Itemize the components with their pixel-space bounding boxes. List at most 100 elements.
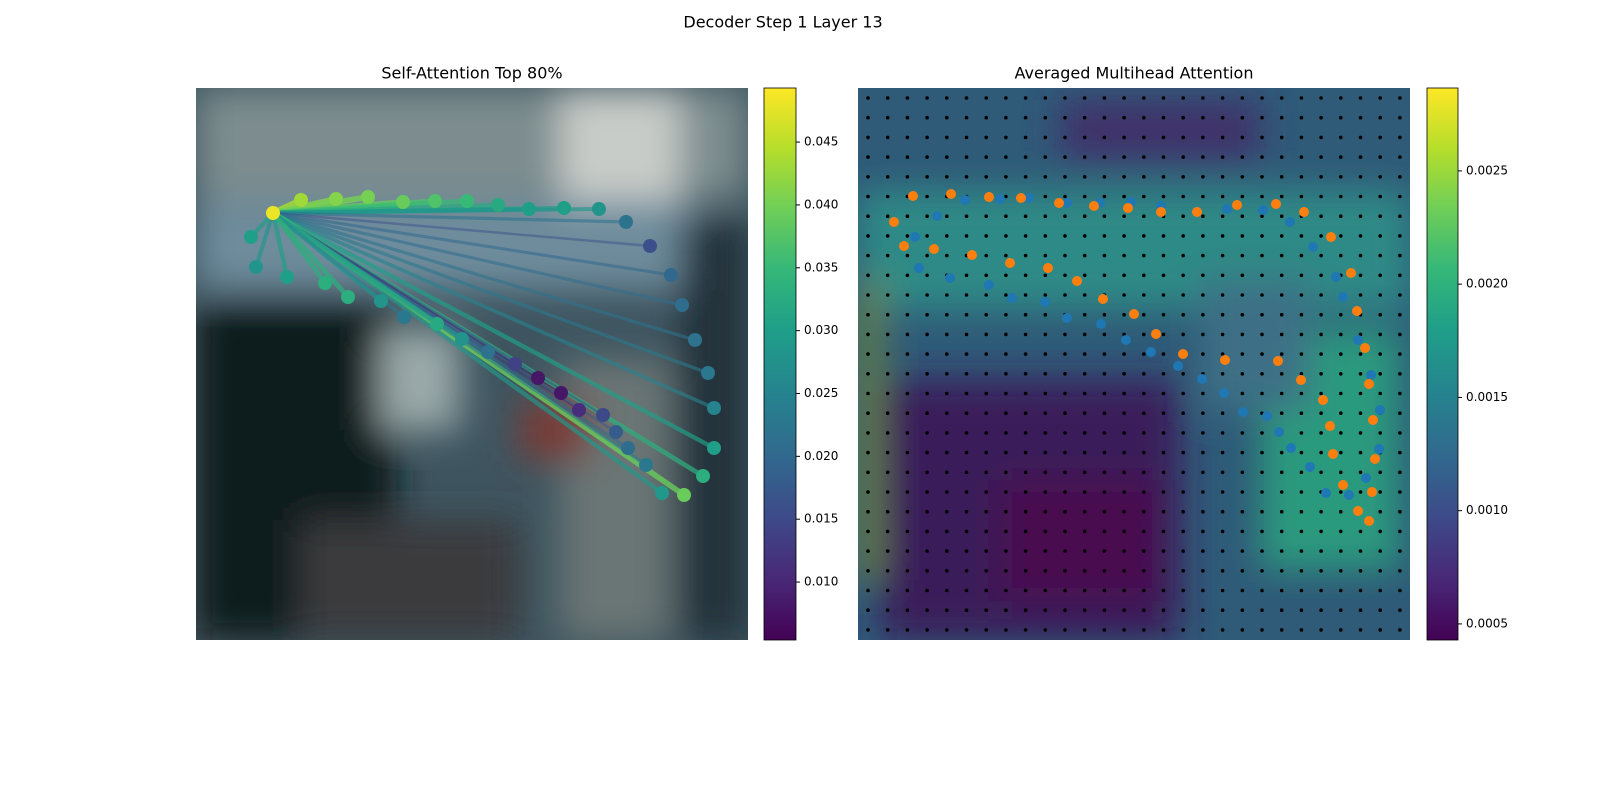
grid-dot <box>945 312 949 317</box>
grid-dot <box>1122 234 1126 238</box>
grid-dot <box>1082 569 1087 573</box>
grid-dot <box>964 214 969 218</box>
grid-dot <box>1260 470 1264 475</box>
grid-dot <box>1260 214 1264 218</box>
grid-dot <box>964 608 969 612</box>
colorbar <box>1426 87 1459 641</box>
grid-dot <box>905 332 910 337</box>
grid-dot <box>1161 96 1166 100</box>
grid-dot <box>1023 312 1028 317</box>
point <box>1146 347 1156 357</box>
grid-dot <box>1201 293 1205 297</box>
point <box>946 189 956 199</box>
grid-dot <box>1339 450 1343 455</box>
grid-dot <box>885 234 890 238</box>
grid-dot <box>1004 391 1008 396</box>
grid-dot <box>1260 391 1264 396</box>
point <box>1121 335 1131 345</box>
grid-dot <box>1398 135 1402 140</box>
point <box>995 194 1005 204</box>
grid-dot <box>1299 194 1304 199</box>
grid-dot <box>1142 273 1146 278</box>
grid-dot <box>1201 431 1205 435</box>
colorbar-tick-label: 0.035 <box>804 260 838 274</box>
point <box>1054 198 1064 208</box>
grid-dot <box>1004 293 1008 297</box>
grid-dot <box>1102 332 1107 337</box>
point <box>664 268 678 282</box>
point <box>1262 411 1272 421</box>
grid-dot <box>1339 549 1343 553</box>
grid-dot <box>1260 608 1264 612</box>
grid-dot <box>905 549 910 553</box>
grid-dot <box>1102 135 1107 140</box>
point <box>1368 415 1378 425</box>
point <box>914 263 924 273</box>
point <box>1007 293 1017 303</box>
grid-dot <box>1201 628 1205 632</box>
grid-dot <box>1161 194 1166 199</box>
grid-dot <box>1004 214 1008 218</box>
grid-dot <box>1201 588 1205 593</box>
grid-dot <box>1043 155 1048 159</box>
grid-dot <box>1023 608 1028 612</box>
grid-dot <box>905 352 910 356</box>
grid-dot <box>1240 470 1245 475</box>
grid-dot <box>1358 293 1363 297</box>
grid-dot <box>1082 194 1087 199</box>
grid-dot <box>1319 312 1323 317</box>
grid-dot <box>1260 194 1264 199</box>
grid-dot <box>1339 332 1343 337</box>
grid-dot <box>1102 608 1107 612</box>
colorbar-tick-label: 0.0025 <box>1466 163 1508 177</box>
point <box>1308 242 1318 252</box>
grid-dot <box>1358 608 1363 612</box>
point <box>929 244 939 254</box>
grid-dot <box>1102 253 1107 258</box>
grid-dot <box>1181 450 1185 455</box>
attention-line <box>271 210 705 479</box>
grid-dot <box>1279 549 1284 553</box>
grid-dot <box>925 273 929 278</box>
grid-dot <box>1043 253 1048 258</box>
grid-dot <box>1142 312 1146 317</box>
grid-dot <box>964 431 969 435</box>
grid-dot <box>1279 175 1284 179</box>
grid-dot <box>1023 588 1028 593</box>
grid-dot <box>964 155 969 159</box>
grid-dot <box>1378 253 1382 258</box>
grid-dot <box>1319 293 1323 297</box>
grid-dot <box>984 352 988 356</box>
grid-dot <box>925 214 929 218</box>
point <box>361 190 375 204</box>
grid-dot <box>1063 115 1067 120</box>
grid-dot <box>1122 450 1126 455</box>
grid-dot <box>1102 214 1107 218</box>
grid-dot <box>885 588 890 593</box>
grid-dot <box>905 470 910 475</box>
grid-dot <box>885 411 890 416</box>
panel-title: Averaged Multihead Attention <box>1015 64 1254 83</box>
grid-dot <box>1339 569 1343 573</box>
grid-dot <box>945 115 949 120</box>
point <box>619 215 633 229</box>
point <box>655 486 669 500</box>
grid-dot <box>1319 529 1323 534</box>
grid-dot <box>1339 253 1343 258</box>
grid-dot <box>925 450 929 455</box>
grid-dot <box>1023 175 1028 179</box>
grid-dot <box>1142 431 1146 435</box>
grid-dot <box>1142 135 1146 140</box>
grid-dot <box>866 312 870 317</box>
grid-dot <box>984 608 988 612</box>
grid-dot <box>1279 588 1284 593</box>
grid-dot <box>1063 470 1067 475</box>
grid-dot <box>1063 293 1067 297</box>
grid-dot <box>866 411 870 416</box>
grid-dot <box>885 431 890 435</box>
grid-dot <box>1181 569 1185 573</box>
grid-dot <box>964 549 969 553</box>
grid-dot <box>1102 391 1107 396</box>
grid-dot <box>1122 273 1126 278</box>
grid-dot <box>984 529 988 534</box>
